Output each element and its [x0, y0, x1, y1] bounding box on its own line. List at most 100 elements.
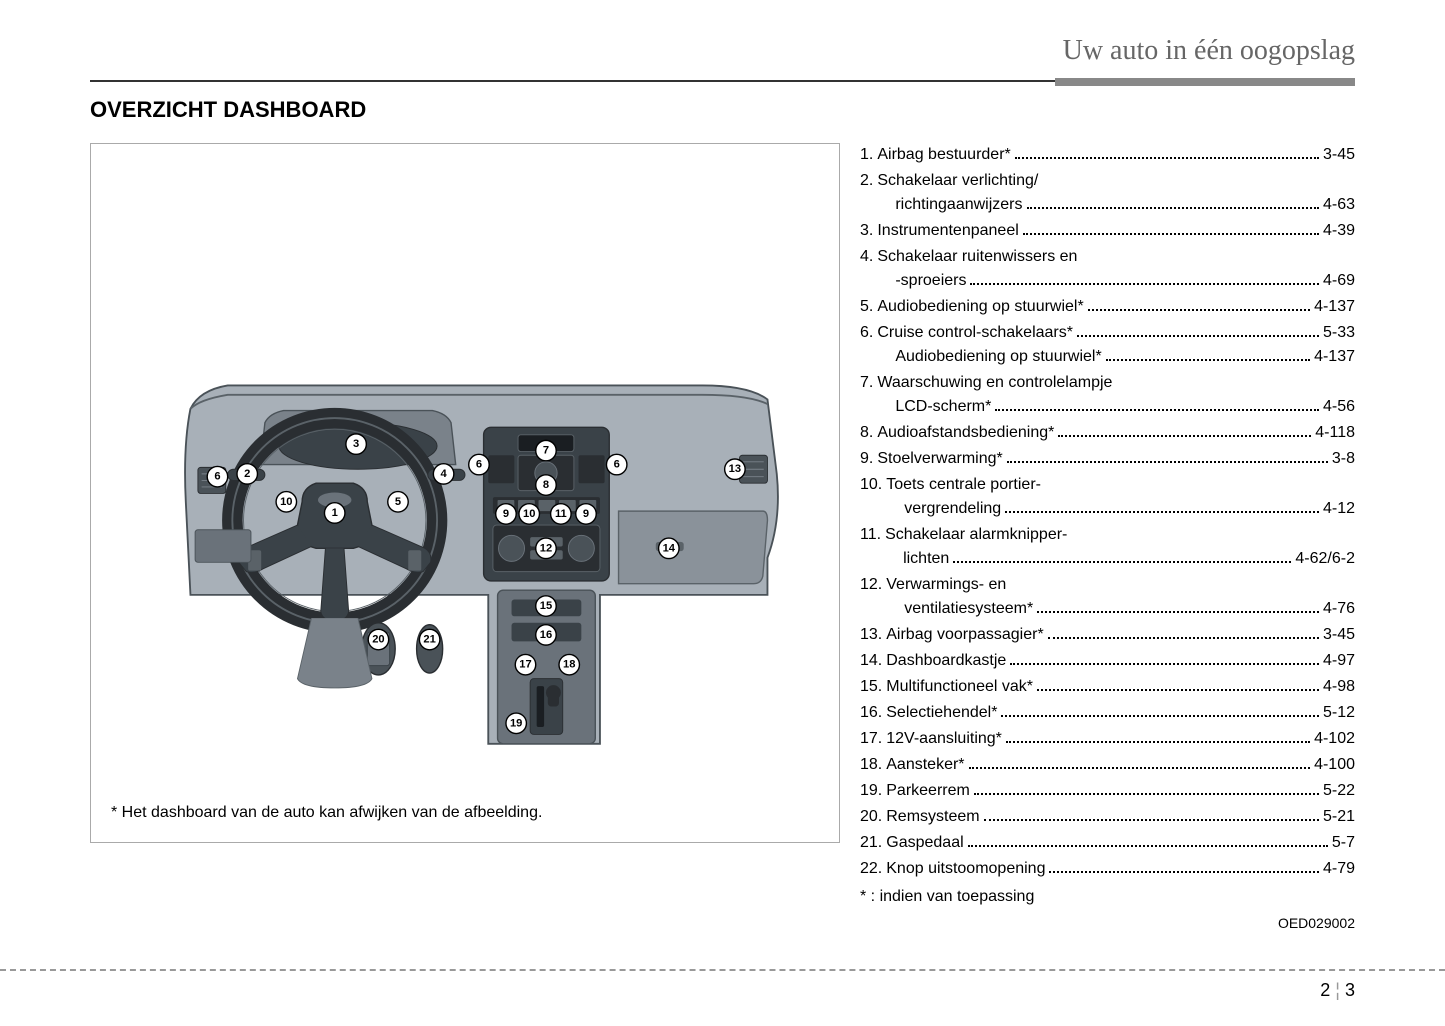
legend-label: Instrumentenpaneel: [877, 219, 1018, 243]
svg-text:6: 6: [614, 459, 620, 471]
legend-label: Dashboardkastje: [886, 649, 1006, 673]
legend-page-ref: 5-7: [1332, 831, 1355, 855]
title-divider: [90, 80, 1355, 82]
legend-number: 12.: [860, 573, 882, 621]
legend-item: 21.Gaspedaal 5-7: [860, 831, 1355, 855]
svg-text:19: 19: [510, 717, 522, 729]
svg-text:18: 18: [563, 659, 575, 671]
legend-number: 18.: [860, 753, 882, 777]
svg-text:1: 1: [332, 507, 338, 519]
svg-text:3: 3: [353, 438, 359, 450]
legend-label: Parkeerrem: [886, 779, 970, 803]
legend-item: 11.Schakelaar alarmknipper-lichten 4-62/6…: [860, 523, 1355, 571]
dashboard-diagram: 12345666789910101112131415161718192021 *…: [90, 143, 840, 843]
legend-label: Knop uitstoomopening: [886, 857, 1045, 881]
legend-item: 15.Multifunctioneel vak*4-98: [860, 675, 1355, 699]
legend-label: Airbag voorpassagier*: [886, 623, 1043, 647]
legend-number: 9.: [860, 447, 873, 471]
svg-text:10: 10: [280, 496, 292, 508]
legend-number: 19.: [860, 779, 882, 803]
legend-number: 2.: [860, 169, 873, 217]
legend-page-ref: 4-56: [1323, 395, 1355, 419]
legend-label: Schakelaar ruitenwissers en: [877, 245, 1077, 269]
legend-label: richtingaanwijzers: [895, 193, 1022, 217]
legend-number: 11.: [860, 523, 881, 571]
legend-item: 3.Instrumentenpaneel4-39: [860, 219, 1355, 243]
legend-number: 14.: [860, 649, 882, 673]
legend-number: 10.: [860, 473, 882, 521]
legend-item: 14.Dashboardkastje4-97: [860, 649, 1355, 673]
legend-page-ref: 4-100: [1314, 753, 1355, 777]
legend-item: 19.Parkeerrem5-22: [860, 779, 1355, 803]
legend-list: 1.Airbag bestuurder*3-452.Schakelaar ver…: [860, 143, 1355, 934]
legend-item: 7.Waarschuwing en controlelampjeLCD-sche…: [860, 371, 1355, 419]
svg-text:4: 4: [440, 468, 447, 480]
svg-text:6: 6: [214, 471, 220, 483]
legend-item: 8.Audioafstandsbediening*4-118: [860, 421, 1355, 445]
legend-item: 17.12V-aansluiting* 4-102: [860, 727, 1355, 751]
legend-label: Gaspedaal: [886, 831, 963, 855]
legend-number: 3.: [860, 219, 873, 243]
legend-number: 15.: [860, 675, 882, 699]
legend-label: Audiobediening op stuurwiel*: [895, 345, 1101, 369]
legend-label: Audiobediening op stuurwiel*: [877, 295, 1083, 319]
legend-label: -sproeiers: [895, 269, 966, 293]
legend-label: Schakelaar alarmknipper-: [885, 523, 1067, 547]
svg-text:20: 20: [372, 634, 384, 646]
svg-text:5: 5: [395, 496, 401, 508]
legend-page-ref: 4-76: [1323, 597, 1355, 621]
svg-text:10: 10: [523, 508, 535, 520]
legend-page-ref: 4-102: [1314, 727, 1355, 751]
legend-page-ref: 5-12: [1323, 701, 1355, 725]
legend-item: 13.Airbag voorpassagier*3-45: [860, 623, 1355, 647]
legend-number: 21.: [860, 831, 882, 855]
legend-item: 22.Knop uitstoomopening4-79: [860, 857, 1355, 881]
legend-page-ref: 5-21: [1323, 805, 1355, 829]
svg-text:8: 8: [543, 479, 549, 491]
legend-label: LCD-scherm*: [895, 395, 991, 419]
svg-text:17: 17: [519, 659, 531, 671]
legend-item: 2.Schakelaar verlichting/richtingaanwijz…: [860, 169, 1355, 217]
legend-number: 17.: [860, 727, 882, 751]
legend-page-ref: 4-118: [1315, 421, 1355, 445]
legend-label: Verwarmings- en: [886, 573, 1006, 597]
legend-item: 5.Audiobediening op stuurwiel*4-137: [860, 295, 1355, 319]
legend-item: 1.Airbag bestuurder* 3-45: [860, 143, 1355, 167]
svg-text:13: 13: [729, 463, 741, 475]
svg-text:21: 21: [423, 634, 435, 646]
legend-label: Airbag bestuurder*: [877, 143, 1010, 167]
legend-page-ref: 3-45: [1323, 143, 1355, 167]
legend-label: ventilatiesysteem*: [904, 597, 1033, 621]
legend-footnote: * : indien van toepassing: [860, 885, 1355, 909]
legend-number: 8.: [860, 421, 873, 445]
svg-text:14: 14: [663, 542, 676, 554]
legend-item: 6.Cruise control-schakelaars*5-33Audiobe…: [860, 321, 1355, 369]
legend-page-ref: 4-63: [1323, 193, 1355, 217]
legend-label: Multifunctioneel vak*: [886, 675, 1033, 699]
svg-text:12: 12: [540, 542, 552, 554]
legend-page-ref: 4-62/6-2: [1295, 547, 1355, 571]
svg-text:15: 15: [540, 600, 552, 612]
legend-number: 22.: [860, 857, 882, 881]
legend-label: Stoelverwarming*: [877, 447, 1002, 471]
legend-number: 1.: [860, 143, 873, 167]
legend-label: 12V-aansluiting*: [886, 727, 1002, 751]
legend-label: Remsysteem: [886, 805, 979, 829]
legend-item: 18.Aansteker* 4-100: [860, 753, 1355, 777]
legend-item: 16.Selectiehendel*5-12: [860, 701, 1355, 725]
legend-number: 6.: [860, 321, 873, 369]
legend-item: 12.Verwarmings- enventilatiesysteem* 4-76: [860, 573, 1355, 621]
legend-label: Waarschuwing en controlelampje: [877, 371, 1112, 395]
legend-number: 16.: [860, 701, 882, 725]
legend-page-ref: 3-45: [1323, 623, 1355, 647]
legend-label: lichten: [903, 547, 949, 571]
legend-page-ref: 5-33: [1323, 321, 1355, 345]
svg-text:9: 9: [503, 508, 509, 520]
svg-text:16: 16: [540, 629, 552, 641]
legend-label: Aansteker*: [886, 753, 964, 777]
svg-text:6: 6: [476, 459, 482, 471]
dashboard-illustration: 12345666789910101112131415161718192021: [91, 204, 839, 762]
legend-label: vergrendeling: [904, 497, 1001, 521]
legend-number: 5.: [860, 295, 873, 319]
section-title: OVERZICHT DASHBOARD: [90, 97, 1355, 123]
